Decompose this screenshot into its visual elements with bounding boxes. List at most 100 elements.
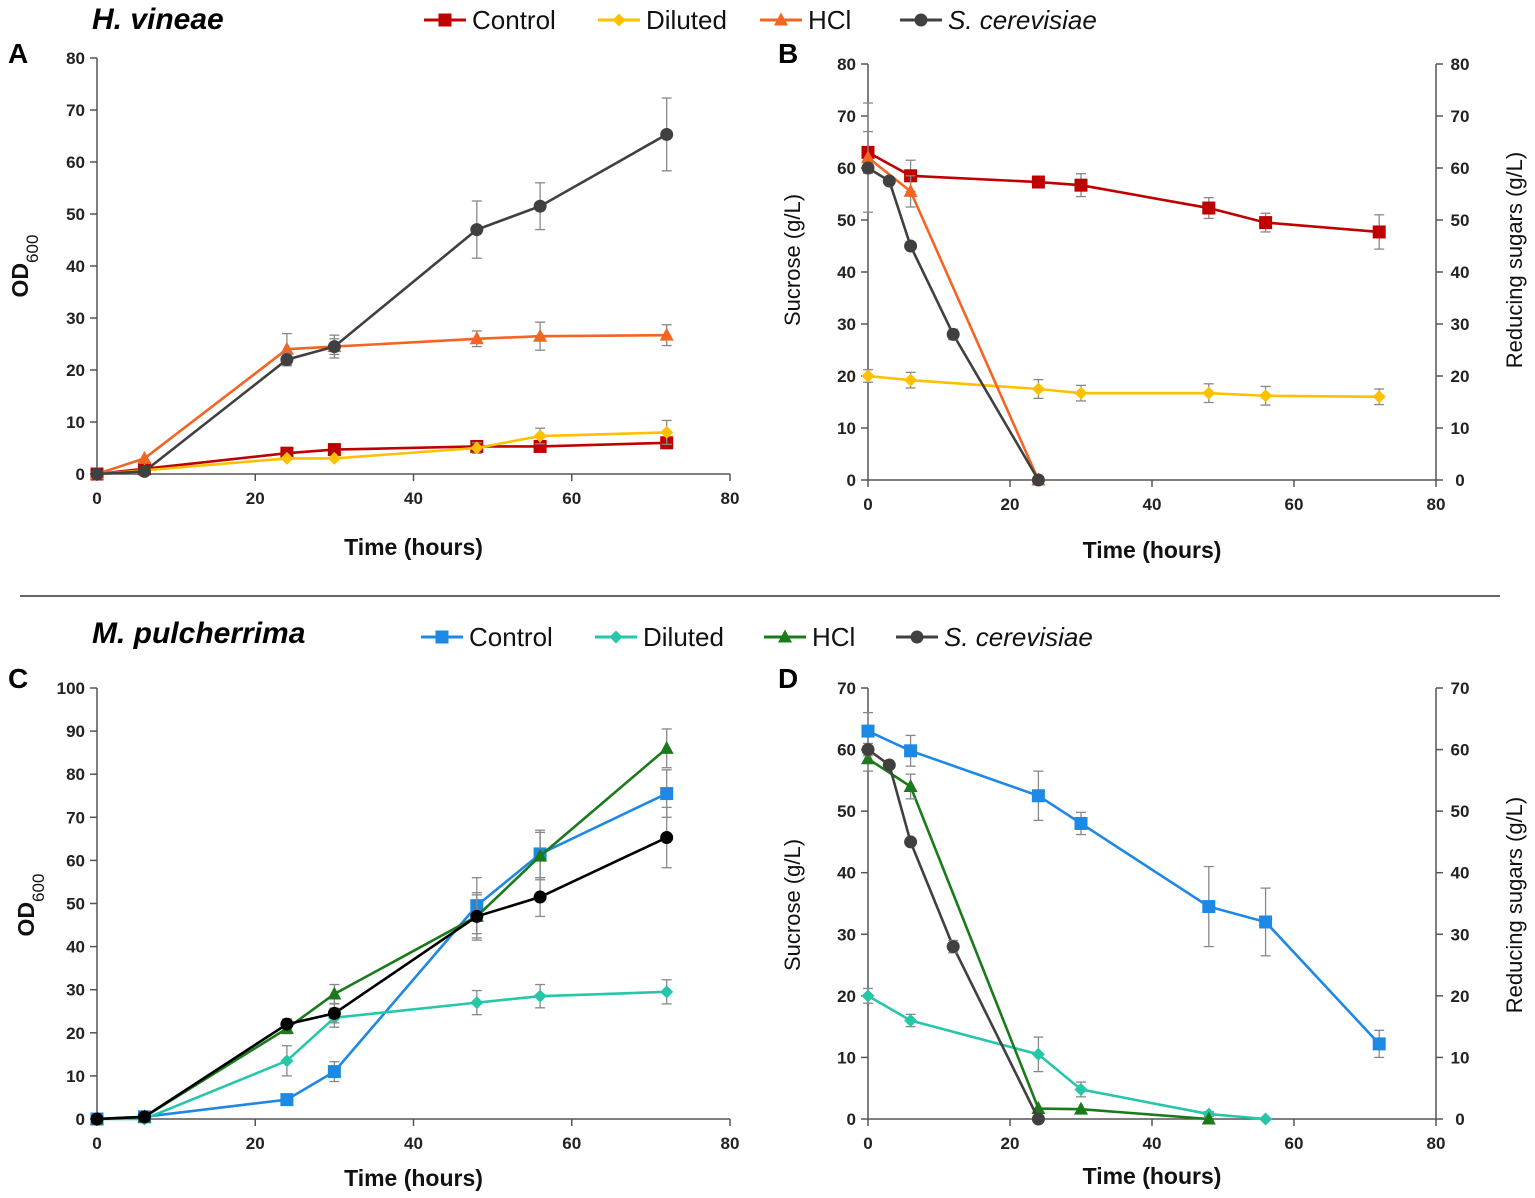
legend-marker (914, 13, 928, 27)
data-point-s-cerevisiae-a (90, 467, 104, 481)
legend-item-s-cerevisiae: S. cerevisiae (900, 5, 1097, 35)
series-hcl-b (861, 102, 1046, 486)
y2-tick-label-b: 80 (1451, 55, 1470, 74)
legend-label: HCl (808, 5, 851, 35)
series-line-hcl-c (96, 747, 668, 1121)
legend-bottom: Control Diluted HCl S. cerevisiae (421, 622, 1093, 652)
panel-label-c: C (8, 663, 28, 694)
data-point-s-cerevisiae-a (660, 127, 674, 141)
data-point-hcl-b (903, 183, 918, 197)
y-tick-label-c: 40 (66, 938, 85, 957)
legend-item-control: Control (421, 622, 553, 652)
data-point-s-cerevisiae-a (533, 199, 547, 213)
x-tick-label-d: 40 (1143, 1134, 1162, 1153)
y-tick-label-b: 80 (837, 55, 856, 74)
x-tick-label-b: 60 (1285, 495, 1304, 514)
series-line-control-c (96, 792, 668, 1121)
y2-tick-label-b: 0 (1455, 471, 1464, 490)
x-tick-label-c: 80 (721, 1134, 740, 1153)
series-s-cerevisiae-d (861, 742, 1045, 1126)
data-point-diluted-b (904, 373, 918, 387)
y2-axis-title-d: Reducing sugars (g/L) (1502, 797, 1527, 1013)
y2-tick-label-b: 10 (1451, 419, 1470, 438)
y-tick-label-d: 0 (847, 1110, 856, 1129)
data-point-hcl-d (1074, 1101, 1088, 1115)
y-tick-label-a: 40 (66, 257, 85, 276)
data-point-control-b (1372, 225, 1386, 239)
data-point-hcl-d (903, 779, 918, 793)
data-point-s-cerevisiae-c (533, 890, 547, 904)
y-tick-label-c: 50 (66, 895, 85, 914)
y2-tick-label-d: 50 (1451, 802, 1470, 821)
series-hcl-c (90, 728, 674, 1125)
y2-tick-label-b: 70 (1451, 107, 1470, 126)
data-point-s-cerevisiae-d (861, 743, 875, 757)
y-tick-label-d: 60 (837, 741, 856, 760)
data-point-diluted-d (861, 989, 875, 1003)
data-point-control-c (280, 1093, 294, 1107)
y-tick-label-a: 80 (66, 49, 85, 68)
data-point-s-cerevisiae-a (280, 353, 294, 367)
data-point-s-cerevisiae-c (137, 1110, 151, 1124)
y-tick-label-b: 50 (837, 211, 856, 230)
legend-item-s-cerevisiae: S. cerevisiae (896, 622, 1093, 652)
data-point-diluted-c (280, 1054, 294, 1068)
legend-item-hcl: HCl (760, 5, 851, 35)
y2-tick-label-b: 40 (1451, 263, 1470, 282)
y-tick-label-a: 10 (66, 413, 85, 432)
x-tick-label-c: 40 (404, 1134, 423, 1153)
y-tick-label-d: 30 (837, 925, 856, 944)
data-point-control-b (1259, 216, 1273, 230)
y-tick-label-a: 20 (66, 361, 85, 380)
data-point-s-cerevisiae-b (904, 239, 918, 253)
data-point-control-b (1031, 175, 1045, 189)
data-point-diluted-a (533, 429, 547, 443)
series-line-s-cerevisiae-a (96, 133, 668, 476)
y-axis-title-b: Sucrose (g/L) (780, 194, 805, 326)
y-tick-label-b: 70 (837, 107, 856, 126)
y-tick-label-a: 50 (66, 205, 85, 224)
x-tick-label-a: 20 (246, 489, 265, 508)
y2-tick-label-b: 20 (1451, 367, 1470, 386)
y2-axis-title-b: Reducing sugars (g/L) (1502, 152, 1527, 368)
data-point-hcl-a (533, 328, 548, 342)
x-tick-label-c: 0 (92, 1134, 101, 1153)
data-point-s-cerevisiae-b (882, 174, 896, 188)
legend-label: Diluted (646, 5, 727, 35)
series-line-hcl-b (867, 156, 1040, 481)
data-point-hcl-a (137, 450, 152, 464)
data-point-diluted-a (470, 441, 484, 455)
y-axis-title-c: OD600 (13, 874, 48, 937)
data-point-control-c (327, 1065, 341, 1079)
y-tick-label-c: 90 (66, 722, 85, 741)
series-diluted-c (90, 979, 674, 1126)
x-tick-label-a: 60 (562, 489, 581, 508)
y-tick-label-a: 30 (66, 309, 85, 328)
series-line-diluted-a (96, 431, 667, 476)
data-point-hcl-c (659, 740, 674, 754)
data-point-s-cerevisiae-c (280, 1017, 294, 1031)
y2-tick-label-d: 20 (1451, 987, 1470, 1006)
legend-marker (910, 630, 924, 644)
y-tick-label-a: 60 (66, 153, 85, 172)
x-axis-title-b: Time (hours) (1083, 537, 1222, 563)
x-tick-label-b: 20 (1001, 495, 1020, 514)
series-control-c (90, 769, 674, 1126)
series-line-diluted-d (867, 994, 1266, 1121)
legend-item-diluted: Diluted (598, 5, 727, 35)
data-point-s-cerevisiae-c (327, 1006, 341, 1020)
series-s-cerevisiae-b (861, 161, 1045, 487)
data-point-hcl-c (327, 986, 342, 1000)
data-point-diluted-d (1031, 1047, 1045, 1061)
y2-tick-label-b: 50 (1451, 211, 1470, 230)
y-tick-label-d: 50 (837, 802, 856, 821)
organism-title-bottom: M. pulcherrima (92, 617, 305, 650)
data-point-hcl-a (469, 331, 484, 345)
x-tick-label-b: 40 (1143, 495, 1162, 514)
data-point-s-cerevisiae-a (327, 340, 341, 354)
data-point-diluted-d (1259, 1112, 1273, 1126)
series-s-cerevisiae-c (90, 806, 674, 1126)
x-tick-label-b: 80 (1427, 495, 1446, 514)
